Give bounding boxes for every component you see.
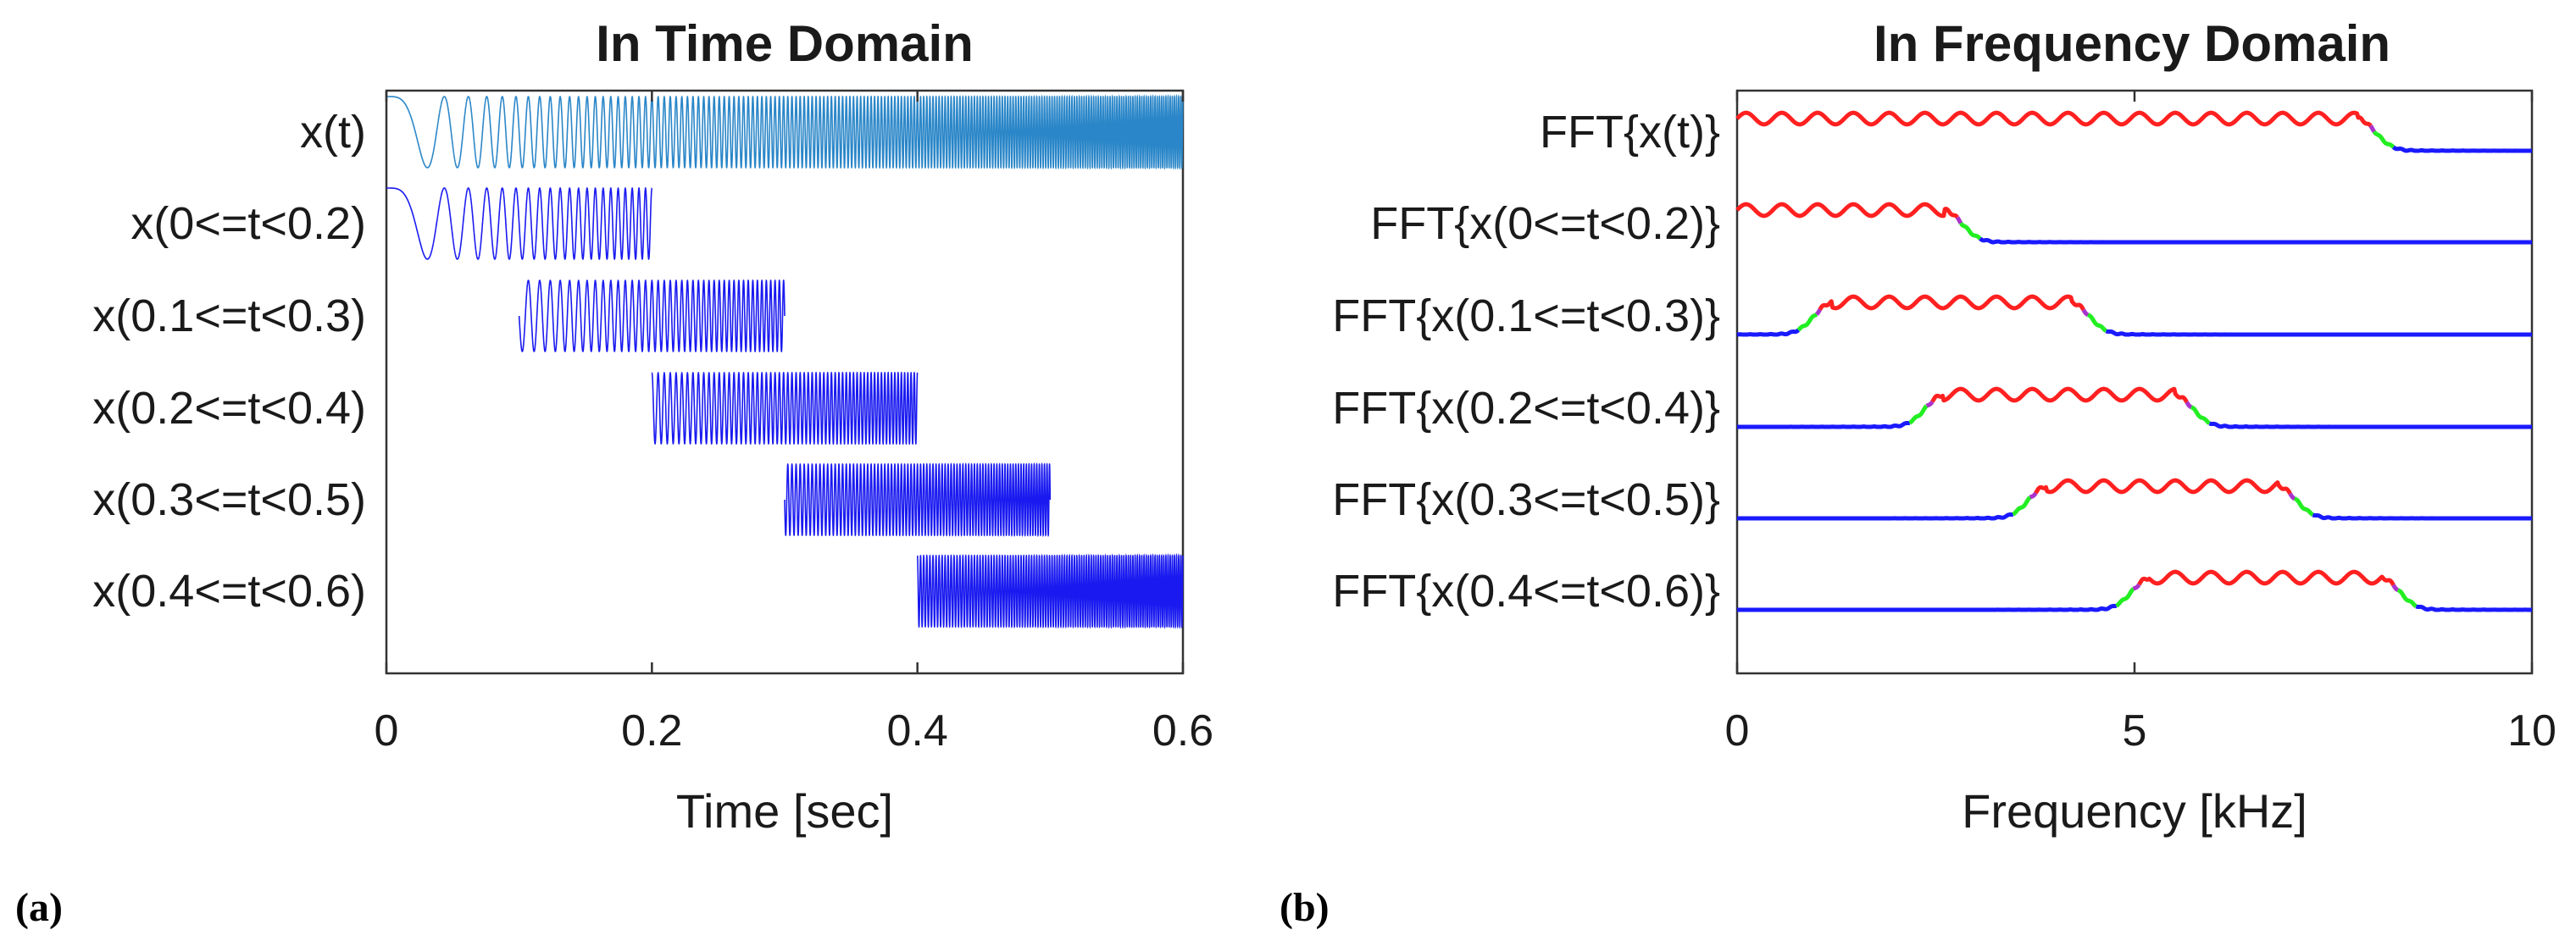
frequency-row-label-fft-x-0-2-t-0-4: FFT{x(0.2<=t<0.4)} — [1332, 383, 1720, 434]
frequency-series-fft-x-0-1-t-0-3 — [2105, 329, 2534, 337]
time-row-label-x-0-t-0-2: x(0<=t<0.2) — [130, 198, 366, 249]
frequency-series-fft-x-0-4-t-0-6 — [2391, 584, 2400, 592]
time-x-axis-label: Time [sec] — [676, 784, 893, 838]
time-series-x-0-t-0-2 — [386, 187, 653, 260]
time-row-labels: x(t) x(0<=t<0.2) x(0.1<=t<0.3) x(0.2<=t<0.4… — [92, 107, 366, 617]
frequency-series-fft-x-0-t-0-2 — [1955, 216, 1963, 224]
frequency-chart-title: In Frequency Domain — [1874, 15, 2390, 72]
frequency-series-fft-x-0-1-t-0-3 — [1735, 328, 1800, 337]
time-domain-panel: In Time Domain x(t) x(0<=t<0.2) x(0.1<=t<0… — [15, 15, 1213, 930]
frequency-row-label-fft-x-0-1-t-0-3: FFT{x(0.1<=t<0.3)} — [1332, 291, 1720, 341]
frequency-series-fft-x-0-4-t-0-6 — [2415, 604, 2534, 612]
time-row-label-x-0-2-t-0-4: x(0.2<=t<0.4) — [92, 383, 366, 434]
frequency-series-fft-x-0-3-t-0-5 — [2312, 512, 2534, 521]
time-series-x-0-1-t-0-3 — [518, 279, 786, 353]
time-row-label-x-0-4-t-0-6: x(0.4<=t<0.6) — [92, 566, 366, 617]
frequency-series-fft-x-0-1-t-0-3 — [1814, 308, 1823, 316]
panel-a-caption: (a) — [15, 885, 63, 930]
frequency-series-fft-x-0-1-t-0-3 — [2086, 313, 2108, 333]
time-x-tick-label: 0.4 — [887, 706, 948, 756]
time-row-label-x-t: x(t) — [300, 107, 366, 158]
frequency-row-label-fft-x-t: FFT{x(t)} — [1540, 107, 1720, 158]
frequency-series-fft-x-0-3-t-0-5 — [2012, 495, 2032, 517]
frequency-row-label-fft-x-0-4-t-0-6: FFT{x(0.4<=t<0.6)} — [1332, 566, 1720, 617]
frequency-row-label-fft-x-0-t-0-2: FFT{x(0<=t<0.2)} — [1370, 198, 1720, 249]
frequency-series-fft-x-0-3-t-0-5 — [2293, 496, 2314, 517]
frequency-series-fft-x-0-2-t-0-4 — [2190, 405, 2211, 425]
frequency-series-fft-x-0-3-t-0-5 — [1735, 512, 2014, 521]
time-x-tick-label: 0.6 — [1152, 706, 1213, 756]
frequency-series-fft-x-0-4-t-0-6 — [1735, 603, 2118, 612]
frequency-series-fft-x-0-1-t-0-3 — [1796, 313, 1818, 332]
frequency-series-fft-x-0-2-t-0-4 — [1908, 404, 1929, 425]
time-x-ticks: 0 0.2 0.4 0.6 — [375, 91, 1213, 756]
frequency-series-fft-x-0-1-t-0-3 — [1818, 294, 2085, 311]
frequency-x-tick-label: 0 — [1725, 706, 1750, 756]
frequency-series-fft-x-0-4-t-0-6 — [2115, 587, 2135, 608]
time-series-x-0-3-t-0-5 — [784, 462, 1052, 538]
time-series-group — [386, 93, 1184, 629]
frequency-series-fft-x-0-t-0-2 — [1979, 236, 2534, 245]
frequency-series-fft-x-0-2-t-0-4 — [2185, 401, 2193, 409]
frequency-row-labels: FFT{x(t)} FFT{x(0<=t<0.2)} FFT{x(0.1<=t<0.… — [1332, 107, 1720, 617]
frequency-series-fft-x-t — [2368, 125, 2376, 133]
frequency-series-fft-x-0-4-t-0-6 — [2137, 569, 2396, 586]
frequency-series-fft-x-0-t-0-2 — [1735, 202, 1959, 219]
frequency-series-fft-x-t — [1735, 110, 2373, 128]
frequency-series-fft-x-t — [2391, 145, 2534, 153]
frequency-series-fft-x-0-2-t-0-4 — [1930, 386, 2189, 403]
frequency-x-axis-label: Frequency [kHz] — [1962, 784, 2307, 838]
frequency-series-fft-x-0-1-t-0-3 — [2081, 308, 2090, 317]
frequency-series-fft-x-0-3-t-0-5 — [2288, 492, 2296, 501]
frequency-series-fft-x-0-4-t-0-6 — [2396, 588, 2418, 608]
frequency-x-ticks: 0 5 10 — [1725, 91, 2557, 756]
frequency-series-fft-x-0-2-t-0-4 — [2208, 421, 2534, 429]
time-row-label-x-0-3-t-0-5: x(0.3<=t<0.5) — [92, 474, 366, 525]
time-series-x-0-4-t-0-6 — [916, 552, 1184, 629]
time-x-tick-label: 0.2 — [621, 706, 682, 756]
frequency-row-label-fft-x-0-3-t-0-5: FFT{x(0.3<=t<0.5)} — [1332, 474, 1720, 525]
frequency-series-fft-x-0-3-t-0-5 — [2034, 478, 2292, 495]
time-series-x-0-2-t-0-4 — [651, 371, 919, 446]
frequency-series-group — [1735, 110, 2534, 612]
time-plot-frame — [385, 89, 1185, 675]
frequency-x-tick-label: 10 — [2507, 706, 2557, 756]
frequency-series-fft-x-0-t-0-2 — [1958, 221, 1982, 241]
panel-b-caption: (b) — [1280, 885, 1330, 930]
frequency-domain-panel: In Frequency Domain FFT{x(t)} FFT{x(0<=t<… — [1280, 15, 2557, 930]
frequency-series-fft-x-0-3-t-0-5 — [2029, 491, 2038, 500]
time-row-label-x-0-1-t-0-3: x(0.1<=t<0.3) — [92, 291, 366, 341]
frequency-plot-frame — [1735, 89, 2534, 675]
frequency-x-tick-label: 5 — [2123, 706, 2147, 756]
frequency-series-fft-x-t — [2372, 130, 2396, 149]
time-chart-title: In Time Domain — [596, 15, 974, 72]
time-x-tick-label: 0 — [375, 706, 399, 756]
frequency-series-fft-x-0-2-t-0-4 — [1735, 420, 1911, 429]
time-series-x-t — [386, 93, 1184, 170]
frequency-series-fft-x-0-4-t-0-6 — [2132, 583, 2141, 591]
frequency-series-fft-x-0-2-t-0-4 — [1925, 400, 1935, 408]
